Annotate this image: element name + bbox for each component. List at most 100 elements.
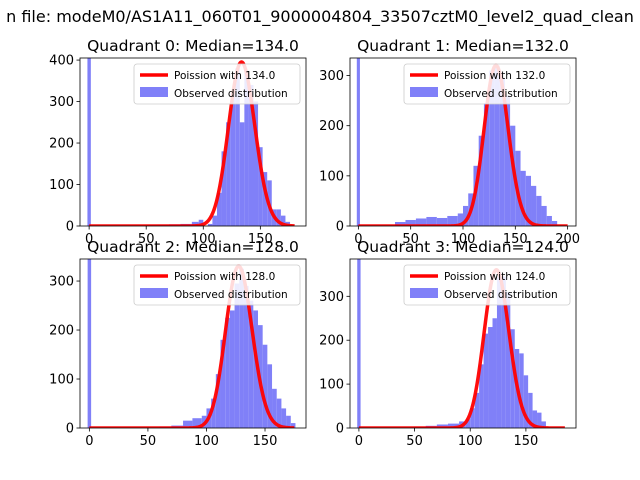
poisson-curve-q1	[357, 63, 569, 226]
legend-poisson-label-q1: Poission with 132.0	[444, 70, 545, 82]
hist-bar-q2	[272, 388, 277, 428]
hist-bar-q2	[290, 423, 296, 428]
hist-bar-q3	[541, 421, 546, 428]
hist-bar-q1	[536, 195, 542, 226]
y-tick-label-q2: 0	[66, 422, 74, 437]
hist-bar-tail-q1	[457, 213, 463, 226]
x-tick-label-q1: 200	[555, 232, 580, 247]
hist-bar-q1	[499, 78, 505, 226]
y-tick-label-q2: 300	[49, 275, 74, 290]
hist-bar-q2	[286, 415, 291, 428]
legend-box-q2	[133, 264, 301, 306]
x-tick-label-q1: 0	[354, 232, 362, 247]
legend-box-q3	[403, 264, 571, 306]
hist-bar-q2	[248, 300, 254, 428]
hist-bar-q0	[262, 172, 268, 226]
legend-hist-label-q0: Observed distribution	[174, 88, 288, 100]
legend-hist-swatch-q3	[410, 288, 438, 298]
subplot-q0: 0 50 100 150 0 100 200 300 400 Quadrant 0: Median…	[49, 37, 307, 247]
y-tick-label-q2: 200	[49, 324, 74, 339]
y-tick-label-q1: 200	[319, 119, 344, 134]
hist-bar-q3	[523, 375, 529, 428]
poisson-curve-q3	[357, 268, 567, 428]
hist-bar-q3	[492, 318, 497, 428]
hist-bar-q0	[212, 215, 217, 226]
hist-bar-tail-q1	[394, 221, 406, 226]
hist-bar-q0	[226, 122, 231, 226]
x-tick-label-q0: 150	[248, 232, 273, 247]
hist-bar-q3	[505, 291, 511, 428]
hist-bar-tail-q1	[447, 215, 458, 226]
hist-bar-tail-q2	[192, 418, 202, 428]
hist-bar-tail-q1	[405, 219, 416, 226]
hist-bar-q1	[546, 215, 552, 226]
legend-box-q0	[133, 63, 301, 105]
hist-bar-q3	[501, 276, 506, 428]
hist-bar-q3	[510, 329, 515, 428]
hist-bar-q2	[281, 408, 287, 428]
hist-bar-q1	[551, 220, 558, 226]
hist-bar-tail-q1	[415, 218, 427, 226]
x-tick-label-q0: 100	[191, 232, 216, 247]
hist-bar-q0	[280, 215, 286, 226]
hist-bar-q0	[207, 223, 213, 226]
hist-bar-q1	[463, 205, 469, 226]
hist-bar-q1	[478, 135, 484, 226]
x-tick-label-q1: 150	[503, 232, 528, 247]
plot-area-q3	[357, 259, 567, 428]
hist-bar-q3	[532, 410, 538, 428]
subplot-q3: 0 50 100 150 0 100 200 300 Quadrant 3: Median=12…	[319, 238, 577, 449]
legend-hist-label-q2: Observed distribution	[174, 289, 288, 301]
x-tick-label-q3: 150	[513, 434, 538, 449]
hist-bar-q3	[537, 412, 542, 428]
figure-suptitle: n file: modeM0/AS1A11_060T01_9000004804_…	[6, 7, 634, 27]
axes-frame-q3	[349, 258, 577, 429]
legend-hist-label-q3: Observed distribution	[444, 289, 558, 301]
x-tick-label-q3: 0	[355, 434, 363, 449]
subplot-title-q2: Quadrant 2: Median=128.0	[87, 238, 299, 256]
y-tick-label-q0: 100	[49, 178, 74, 193]
y-tick-label-q1: 0	[336, 220, 344, 235]
hist-bar-q1	[525, 175, 532, 226]
plot-area-q2	[87, 259, 296, 428]
hist-bar-q2	[262, 344, 268, 428]
hist-bar-q1	[531, 185, 537, 226]
hist-bar-zero-q3	[357, 259, 361, 428]
legend-hist-swatch-q2	[140, 288, 168, 298]
hist-bar-q2	[229, 310, 235, 428]
hist-bar-q0	[276, 209, 281, 226]
x-tick-label-q3: 50	[406, 434, 423, 449]
legend-q0: Poission with 134.0 Observed distribution	[133, 63, 301, 105]
x-tick-label-q0: 50	[138, 232, 155, 247]
hist-bar-q3	[496, 276, 502, 428]
y-tick-label-q0: 300	[49, 95, 74, 110]
subplots-container: 0 50 100 150 0 100 200 300 400 Quadrant 0: Median…	[49, 37, 580, 449]
hist-bar-q0	[244, 72, 249, 226]
hist-bar-q0	[230, 93, 236, 226]
hist-bar-zero-q0	[87, 58, 91, 226]
legend-poisson-label-q2: Poission with 128.0	[174, 271, 275, 283]
hist-bar-q3	[528, 392, 533, 428]
hist-bar-q0	[239, 122, 245, 226]
y-tick-label-q0: 200	[49, 137, 74, 152]
y-tick-label-q3: 0	[336, 422, 344, 437]
x-tick-label-q2: 100	[194, 434, 219, 449]
x-tick-label-q1: 100	[451, 232, 476, 247]
legend-box-q1	[403, 63, 571, 105]
y-tick-label-q1: 300	[319, 69, 344, 84]
hist-bar-tail-q1	[436, 217, 448, 226]
y-tick-label-q0: 400	[49, 54, 74, 69]
legend-poisson-label-q3: Poission with 124.0	[444, 271, 545, 283]
hist-bar-q1	[489, 70, 495, 226]
hist-bar-q2	[215, 374, 221, 428]
axes-frame-q2	[79, 258, 307, 429]
x-tick-label-q2: 50	[140, 434, 157, 449]
hist-bar-q1	[520, 170, 526, 226]
legend-poisson-label-q0: Poission with 134.0	[174, 70, 275, 82]
hist-bar-q2	[267, 364, 273, 428]
x-tick-label-q0: 0	[85, 232, 93, 247]
hist-bar-q2	[253, 310, 258, 428]
hist-bar-q0	[235, 68, 240, 226]
hist-bar-q0	[248, 84, 254, 226]
